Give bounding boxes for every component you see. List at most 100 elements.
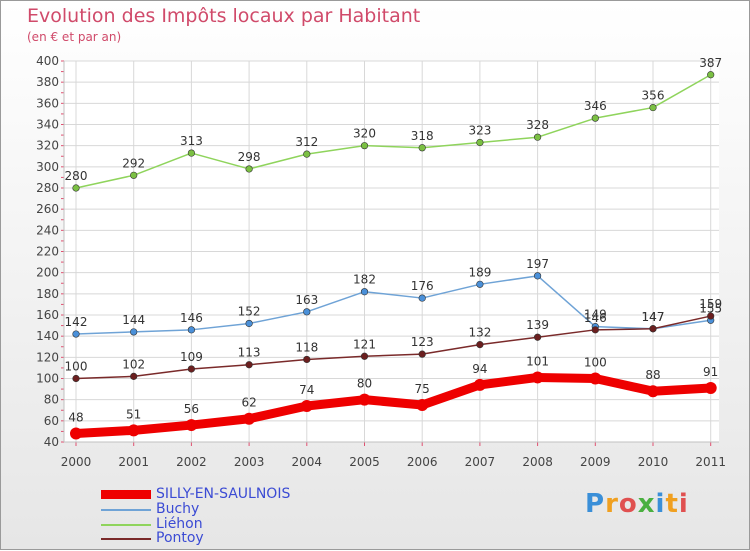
y-tick-label: 80 <box>44 393 59 407</box>
y-tick-label: 120 <box>36 350 59 364</box>
data-point-liehon <box>187 149 195 157</box>
data-point-buchy <box>130 328 138 336</box>
series-line-liehon <box>75 74 712 189</box>
data-label-pontoy: 123 <box>411 335 434 349</box>
data-point-pontoy <box>707 312 715 320</box>
data-point-liehon <box>591 114 599 122</box>
chart-title: Evolution des Impôts locaux par Habitant <box>27 5 421 27</box>
y-tick-label: 280 <box>36 181 59 195</box>
data-point-buchy <box>476 280 484 288</box>
x-tick-label: 2004 <box>292 455 323 469</box>
y-tick-label: 180 <box>36 287 59 301</box>
data-point-pontoy <box>130 372 138 380</box>
x-tick-label: 2008 <box>522 455 553 469</box>
logo-letter: r <box>605 489 619 519</box>
logo-letter: t <box>665 489 679 519</box>
data-point-liehon <box>245 165 253 173</box>
data-label-buchy: 176 <box>411 279 434 293</box>
series-line-pontoy <box>75 315 712 380</box>
data-label-silly-en-saulnois: 100 <box>584 356 607 370</box>
data-label-buchy: 189 <box>468 265 491 279</box>
data-point-silly-en-saulnois <box>647 385 659 398</box>
data-label-pontoy: 118 <box>295 340 318 354</box>
series-line-buchy <box>75 275 712 335</box>
data-label-liehon: 323 <box>468 123 491 137</box>
data-point-silly-en-saulnois <box>243 412 256 425</box>
data-label-pontoy: 109 <box>180 350 203 364</box>
data-point-liehon <box>130 171 138 179</box>
y-tick-label: 340 <box>36 118 59 132</box>
data-label-liehon: 312 <box>295 135 318 149</box>
data-point-buchy <box>533 272 542 280</box>
data-label-buchy: 142 <box>65 315 88 329</box>
data-point-pontoy <box>72 374 80 383</box>
data-point-liehon <box>476 138 484 147</box>
data-point-pontoy <box>187 365 195 373</box>
y-tick-label: 380 <box>36 75 59 89</box>
data-label-buchy: 197 <box>526 257 549 271</box>
data-point-silly-en-saulnois <box>300 400 313 413</box>
data-label-liehon: 313 <box>180 134 203 148</box>
x-tick-label: 2009 <box>580 455 611 469</box>
data-point-pontoy <box>360 352 369 360</box>
data-point-buchy <box>303 308 311 316</box>
data-point-pontoy <box>649 325 657 333</box>
y-tick-label: 400 <box>36 54 59 68</box>
series-line-silly-en-saulnois <box>71 372 716 439</box>
data-point-silly-en-saulnois <box>127 424 140 437</box>
legend-label-silly: SILLY-EN-SAULNOIS <box>156 486 291 502</box>
legend-swatch-buchy <box>101 509 151 511</box>
legend-label-buchy: Buchy <box>156 501 200 517</box>
proxiti-logo: Proxiti <box>585 489 689 519</box>
data-point-silly-en-saulnois <box>704 382 717 395</box>
data-label-buchy: 147 <box>642 310 665 324</box>
legend-label-pontoy: Pontoy <box>156 530 204 546</box>
data-label-buchy: 144 <box>122 313 145 327</box>
data-point-liehon <box>649 103 657 112</box>
x-tick-label: 2006 <box>407 455 438 469</box>
data-label-silly-en-saulnois: 75 <box>415 382 430 396</box>
logo-letter: o <box>618 489 638 519</box>
data-label-liehon: 280 <box>65 169 88 183</box>
data-label-silly-en-saulnois: 91 <box>703 365 718 379</box>
data-label-silly-en-saulnois: 80 <box>357 377 372 391</box>
data-label-pontoy: 146 <box>584 311 607 325</box>
data-label-buchy: 146 <box>180 311 203 325</box>
data-label-silly-en-saulnois: 62 <box>241 396 256 410</box>
y-tick-label: 240 <box>36 223 59 237</box>
data-label-liehon: 292 <box>122 156 145 170</box>
data-label-liehon: 387 <box>699 56 722 70</box>
data-label-buchy: 163 <box>295 293 318 307</box>
data-point-silly-en-saulnois <box>589 372 602 385</box>
data-label-buchy: 182 <box>353 273 376 287</box>
data-label-pontoy: 147 <box>642 310 665 324</box>
y-tick-label: 60 <box>44 414 59 428</box>
data-point-buchy <box>245 319 253 328</box>
logo-letter: i <box>678 489 689 519</box>
logo-letter: x <box>637 489 656 519</box>
data-point-liehon <box>418 144 426 152</box>
legend-swatch-silly <box>101 490 151 499</box>
data-label-silly-en-saulnois: 88 <box>645 368 660 382</box>
y-tick-label: 40 <box>44 435 59 449</box>
data-point-pontoy <box>303 355 311 364</box>
data-point-silly-en-saulnois <box>185 419 198 432</box>
y-tick-label: 140 <box>36 329 59 343</box>
x-tick-label: 2010 <box>638 455 669 469</box>
data-point-silly-en-saulnois <box>473 378 486 391</box>
data-point-buchy <box>72 330 80 338</box>
y-tick-label: 160 <box>36 308 59 322</box>
data-label-silly-en-saulnois: 74 <box>299 383 314 397</box>
x-tick-label: 2005 <box>349 455 380 469</box>
logo-letter: P <box>585 489 606 519</box>
data-point-silly-en-saulnois <box>70 427 82 440</box>
data-label-pontoy: 100 <box>65 360 88 374</box>
data-label-liehon: 318 <box>411 129 434 143</box>
data-label-buchy: 155 <box>699 301 722 315</box>
logo-letter: i <box>655 489 666 519</box>
y-tick-label: 200 <box>36 266 59 280</box>
data-label-silly-en-saulnois: 101 <box>526 354 549 368</box>
data-point-silly-en-saulnois <box>416 398 429 411</box>
data-point-silly-en-saulnois <box>531 371 544 384</box>
